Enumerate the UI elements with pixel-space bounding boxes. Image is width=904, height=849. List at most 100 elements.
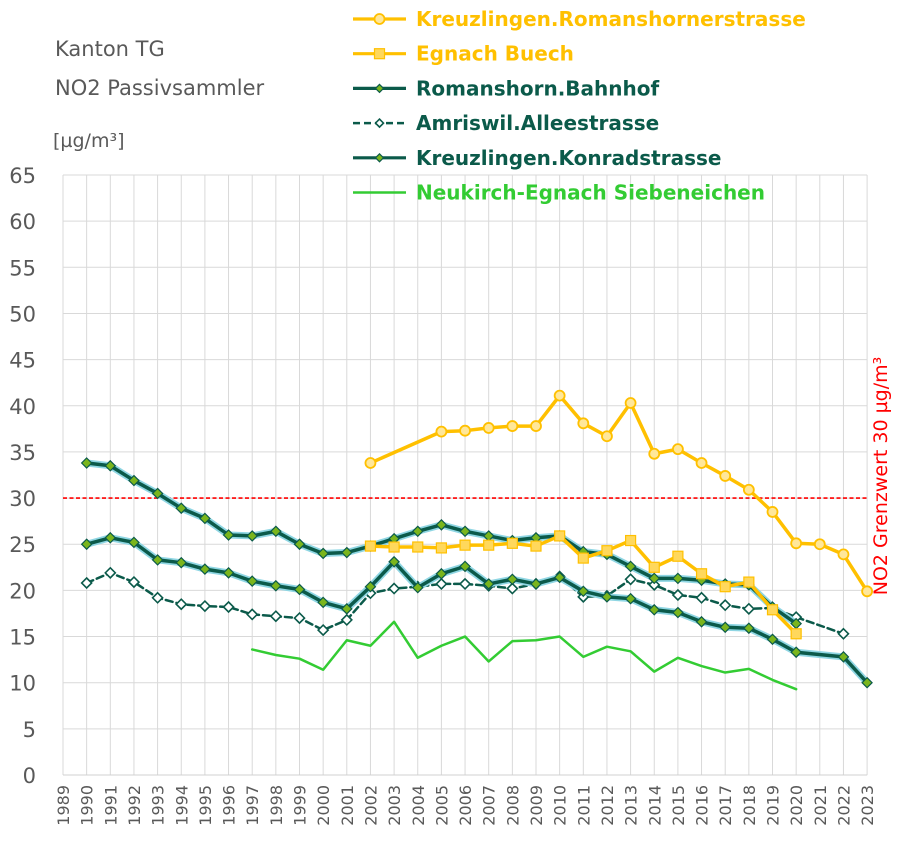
- series-2-point: [435, 542, 447, 554]
- gridlines: [62, 174, 868, 776]
- x-axis-ticks: 1989 1990 1991 1992 1993 1994 1995 1996 1997 1998…: [54, 785, 877, 826]
- series-4-point: [719, 599, 732, 612]
- series-3-point: [672, 572, 684, 585]
- series-4-point: [506, 582, 519, 595]
- legend-item: Amriswil.Alleestrasse: [353, 111, 659, 135]
- series-1-point: [813, 538, 826, 551]
- series-3-point: [340, 546, 353, 559]
- x-tick-label: 2003: [385, 785, 404, 826]
- unit-label: [µg/m³]: [53, 130, 125, 152]
- series-3-point: [435, 518, 448, 531]
- series-1-point: [506, 420, 519, 432]
- legend-item: Romanshorn.Bahnhof: [353, 76, 659, 100]
- y-tick-label: 60: [9, 210, 36, 234]
- series-1-point: [766, 506, 779, 518]
- y-tick-label: 40: [9, 395, 36, 419]
- series-5-point: [340, 602, 353, 615]
- x-tick-label: 2006: [456, 785, 475, 826]
- series-5-point: [719, 621, 732, 634]
- series-5-point: [553, 571, 566, 584]
- legend-swatch-marker: [373, 48, 386, 60]
- series-2-point: [672, 550, 684, 562]
- series-1-point: [482, 422, 495, 434]
- series-3-point: [175, 502, 188, 515]
- series-4-point: [104, 566, 117, 579]
- series-5-point: [624, 592, 637, 605]
- legend-label: Amriswil.Alleestrasse: [416, 111, 659, 135]
- legend-item: Kreuzlingen.Konradstrasse: [353, 146, 721, 170]
- series-6-line: [250, 620, 798, 691]
- series-2-point: [719, 581, 731, 593]
- series-5-point: [790, 646, 802, 659]
- series-1-point: [364, 457, 377, 469]
- series-3-point: [317, 547, 329, 560]
- series-1-point: [601, 430, 613, 443]
- chart-title-line-1: Kanton TG: [55, 37, 165, 61]
- series-1-point: [624, 397, 637, 409]
- x-tick-label: 1995: [196, 785, 215, 826]
- x-tick-label: 1994: [172, 785, 191, 826]
- series-4-point: [387, 582, 401, 595]
- series-3-point: [151, 487, 164, 500]
- series-4-point: [151, 591, 164, 604]
- series-1-point: [553, 389, 566, 402]
- series-5-point: [293, 583, 306, 596]
- legend-label: Romanshorn.Bahnhof: [416, 76, 659, 100]
- x-tick-label: 1997: [243, 785, 262, 826]
- series-4-point: [80, 576, 93, 590]
- series-1-point: [861, 585, 873, 598]
- x-tick-label: 2011: [574, 785, 593, 826]
- series-3-point: [80, 457, 93, 469]
- x-tick-label: 2019: [764, 785, 783, 826]
- series-2-point: [601, 545, 613, 557]
- legend: Kreuzlingen.Romanshornerstrasse Egnach Bu…: [353, 7, 806, 205]
- series-4-point: [198, 599, 212, 613]
- x-tick-label: 1991: [101, 785, 120, 826]
- series-6: [250, 620, 798, 691]
- series-1-point: [435, 425, 448, 438]
- series-4-point: [648, 578, 661, 591]
- series-5-point: [175, 556, 188, 569]
- series-5-point: [482, 578, 495, 590]
- x-tick-label: 1989: [54, 785, 73, 826]
- x-tick-label: 1999: [291, 785, 310, 826]
- series-5-point: [435, 567, 448, 580]
- x-tick-label: 2012: [598, 785, 617, 826]
- y-tick-label: 0: [23, 764, 36, 788]
- y-tick-label: 15: [9, 626, 36, 650]
- series-3-point: [411, 525, 424, 538]
- series-3-point: [459, 525, 471, 538]
- legend-swatch-marker: [374, 83, 385, 94]
- series-1-point: [790, 537, 803, 550]
- x-tick-label: 2021: [811, 785, 830, 826]
- series-2-point: [459, 539, 471, 551]
- series-1-point: [672, 443, 684, 456]
- x-tick-label: 2023: [858, 785, 877, 826]
- y-tick-label: 65: [9, 164, 36, 188]
- x-tick-label: 2018: [740, 785, 759, 826]
- series-5-point: [648, 603, 661, 616]
- legend-label: Egnach Buech: [416, 42, 574, 66]
- series-5-point: [317, 596, 329, 609]
- series-4-point: [671, 588, 685, 602]
- series-5-point: [459, 560, 471, 573]
- series-5-point: [577, 585, 590, 598]
- series-1-point: [837, 548, 850, 561]
- series-1-point: [459, 424, 471, 437]
- series-4-point: [695, 591, 708, 604]
- x-tick-label: 1996: [220, 785, 239, 826]
- series-5-point: [364, 580, 377, 593]
- series-5-point: [601, 590, 613, 603]
- y-tick-label: 5: [23, 718, 36, 742]
- legend-label: Kreuzlingen.Romanshornerstrasse: [416, 7, 806, 31]
- series-4-point: [837, 627, 850, 640]
- series-2-point: [554, 530, 566, 542]
- series-5-point: [270, 579, 282, 592]
- series-2-point: [624, 534, 637, 547]
- series-1-point: [742, 483, 755, 496]
- legend-swatch-marker: [374, 152, 385, 163]
- x-tick-label: 2001: [338, 785, 357, 826]
- x-tick-label: 2002: [361, 785, 380, 826]
- series-3-point: [222, 529, 235, 541]
- series-4-point: [127, 575, 141, 589]
